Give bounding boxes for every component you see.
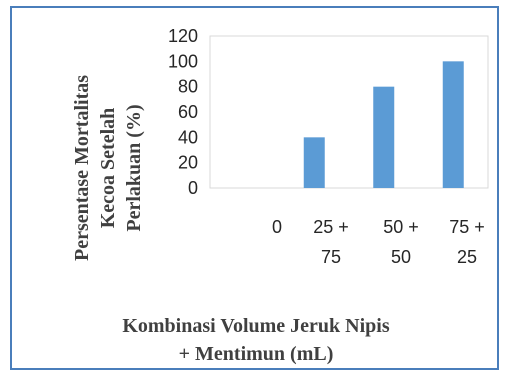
x-axis-title-line: + Mentimun (mL) <box>179 343 334 365</box>
y-axis-title: Persentase Mortalitas Kecoa Setelah Perlak… <box>71 75 145 261</box>
x-tick-label: 75 +25 <box>449 217 485 267</box>
y-tick-label: 60 <box>178 102 198 122</box>
y-axis-title-line: Persentase Mortalitas <box>71 75 93 261</box>
bar-75-25 <box>442 61 464 189</box>
y-axis-ticks: 0 20 40 60 80 100 120 <box>168 26 198 198</box>
bar-25-75 <box>303 137 325 188</box>
bars <box>303 61 464 189</box>
y-axis-title-line: Perlakuan (%) <box>123 104 145 231</box>
y-tick-label: 20 <box>178 153 198 173</box>
y-axis-label: Persentase Mortalitas Kecoa Setelah Perlak… <box>71 75 145 261</box>
chart-frame: Persentase Mortalitas Kecoa Setelah Perlak… <box>10 6 499 370</box>
x-tick-label: 50 +50 <box>383 217 419 267</box>
y-tick-label: 120 <box>168 26 198 46</box>
y-tick-label: 0 <box>188 178 198 198</box>
x-axis-label: Kombinasi Volume Jeruk Nipis + Mentimun (… <box>122 315 390 365</box>
x-tick-label: 0 <box>272 217 282 237</box>
y-tick-label: 40 <box>178 127 198 147</box>
y-axis-title-line: Kecoa Setelah <box>97 108 119 229</box>
y-tick-label: 80 <box>178 77 198 97</box>
bar-50-50 <box>373 86 395 188</box>
x-axis-title-line: Kombinasi Volume Jeruk Nipis <box>122 315 390 337</box>
bar-chart: Persentase Mortalitas Kecoa Setelah Perlak… <box>71 26 489 365</box>
plot-area <box>209 35 489 189</box>
y-tick-label: 100 <box>168 51 198 71</box>
x-tick-label: 25 +75 <box>313 217 349 267</box>
x-axis-ticks: 0 25 +75 50 +50 75 +25 <box>272 217 485 267</box>
x-axis-title: Kombinasi Volume Jeruk Nipis + Mentimun (… <box>122 315 390 365</box>
